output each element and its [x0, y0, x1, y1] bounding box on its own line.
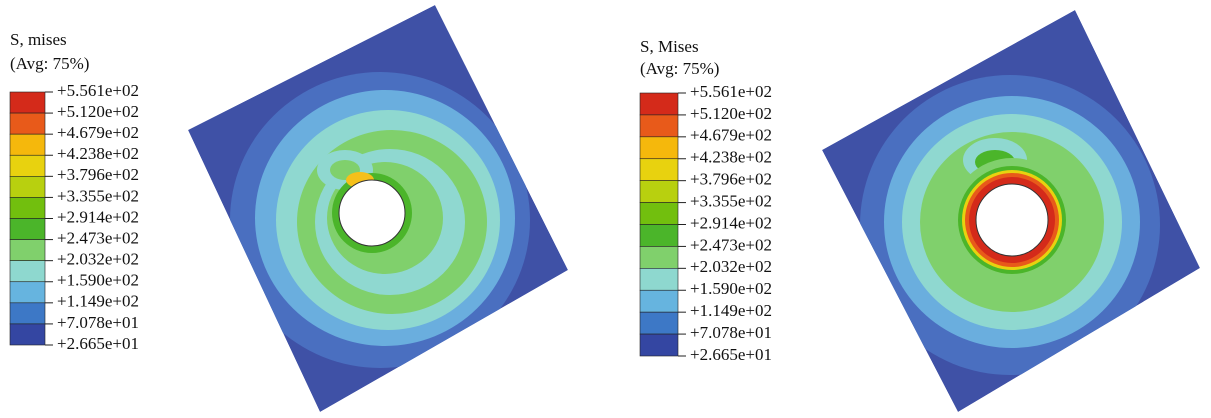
legend-label: +5.561e+02 — [57, 81, 139, 100]
legend-swatch — [639, 114, 679, 138]
contour-plate — [822, 10, 1200, 412]
legend-label: +5.120e+02 — [690, 104, 772, 123]
legend-label: +5.561e+02 — [690, 82, 772, 101]
legend-label: +2.914e+02 — [57, 207, 139, 226]
legend-swatch — [9, 323, 46, 346]
legend-label: +4.679e+02 — [57, 123, 139, 142]
legend-label: +2.665e+01 — [690, 345, 772, 364]
legend-label: +1.590e+02 — [690, 279, 772, 298]
contour-plate — [188, 5, 568, 412]
legend-label: +1.149e+02 — [57, 292, 139, 311]
legend-swatch — [639, 246, 679, 269]
legend-swatch — [639, 268, 679, 291]
legend-label: +4.679e+02 — [690, 126, 772, 145]
legend-label: +4.238e+02 — [57, 144, 139, 163]
legend-swatch — [9, 176, 46, 198]
legend-swatch — [639, 180, 679, 203]
legend-title: S, Mises — [640, 37, 699, 56]
legend-swatch — [9, 154, 46, 177]
legend-label: +2.032e+02 — [57, 250, 139, 269]
legend-swatch — [639, 311, 679, 335]
legend-label: +3.355e+02 — [690, 191, 772, 210]
legend-label: +1.149e+02 — [690, 301, 772, 320]
legend-swatch — [9, 239, 46, 261]
legend-swatch — [639, 333, 679, 357]
legend-label: +3.796e+02 — [690, 170, 772, 189]
legend-swatch — [9, 260, 46, 283]
legend-swatch — [9, 112, 46, 135]
legend-label: +2.665e+01 — [57, 334, 139, 353]
legend-label: +7.078e+01 — [57, 313, 139, 332]
legend-swatch — [9, 302, 46, 325]
legend-label: +7.078e+01 — [690, 323, 772, 342]
legend-swatch — [639, 202, 679, 225]
legend-swatch — [9, 281, 46, 304]
legend-title: S, mises — [10, 30, 67, 49]
legend-swatch — [9, 197, 46, 219]
legend-swatch — [639, 92, 679, 116]
legend-swatch — [639, 224, 679, 247]
legend-label: +5.120e+02 — [57, 102, 139, 121]
legend-swatch — [9, 133, 46, 156]
legend-label: +2.473e+02 — [690, 235, 772, 254]
legend-label: +2.032e+02 — [690, 257, 772, 276]
legend-label: +1.590e+02 — [57, 271, 139, 290]
legend-label: +2.914e+02 — [690, 213, 772, 232]
legend-swatch — [9, 218, 46, 240]
legend-swatch — [639, 289, 679, 313]
legend-label: +4.238e+02 — [690, 148, 772, 167]
legend-swatch — [9, 91, 46, 114]
legend-swatch — [639, 158, 679, 181]
legend-label: +3.796e+02 — [57, 165, 139, 184]
legend-swatch — [639, 136, 679, 160]
legend-label: +3.355e+02 — [57, 186, 139, 205]
legend-subtitle: (Avg: 75%) — [640, 59, 719, 78]
legend-label: +2.473e+02 — [57, 228, 139, 247]
legend-subtitle: (Avg: 75%) — [10, 54, 89, 73]
